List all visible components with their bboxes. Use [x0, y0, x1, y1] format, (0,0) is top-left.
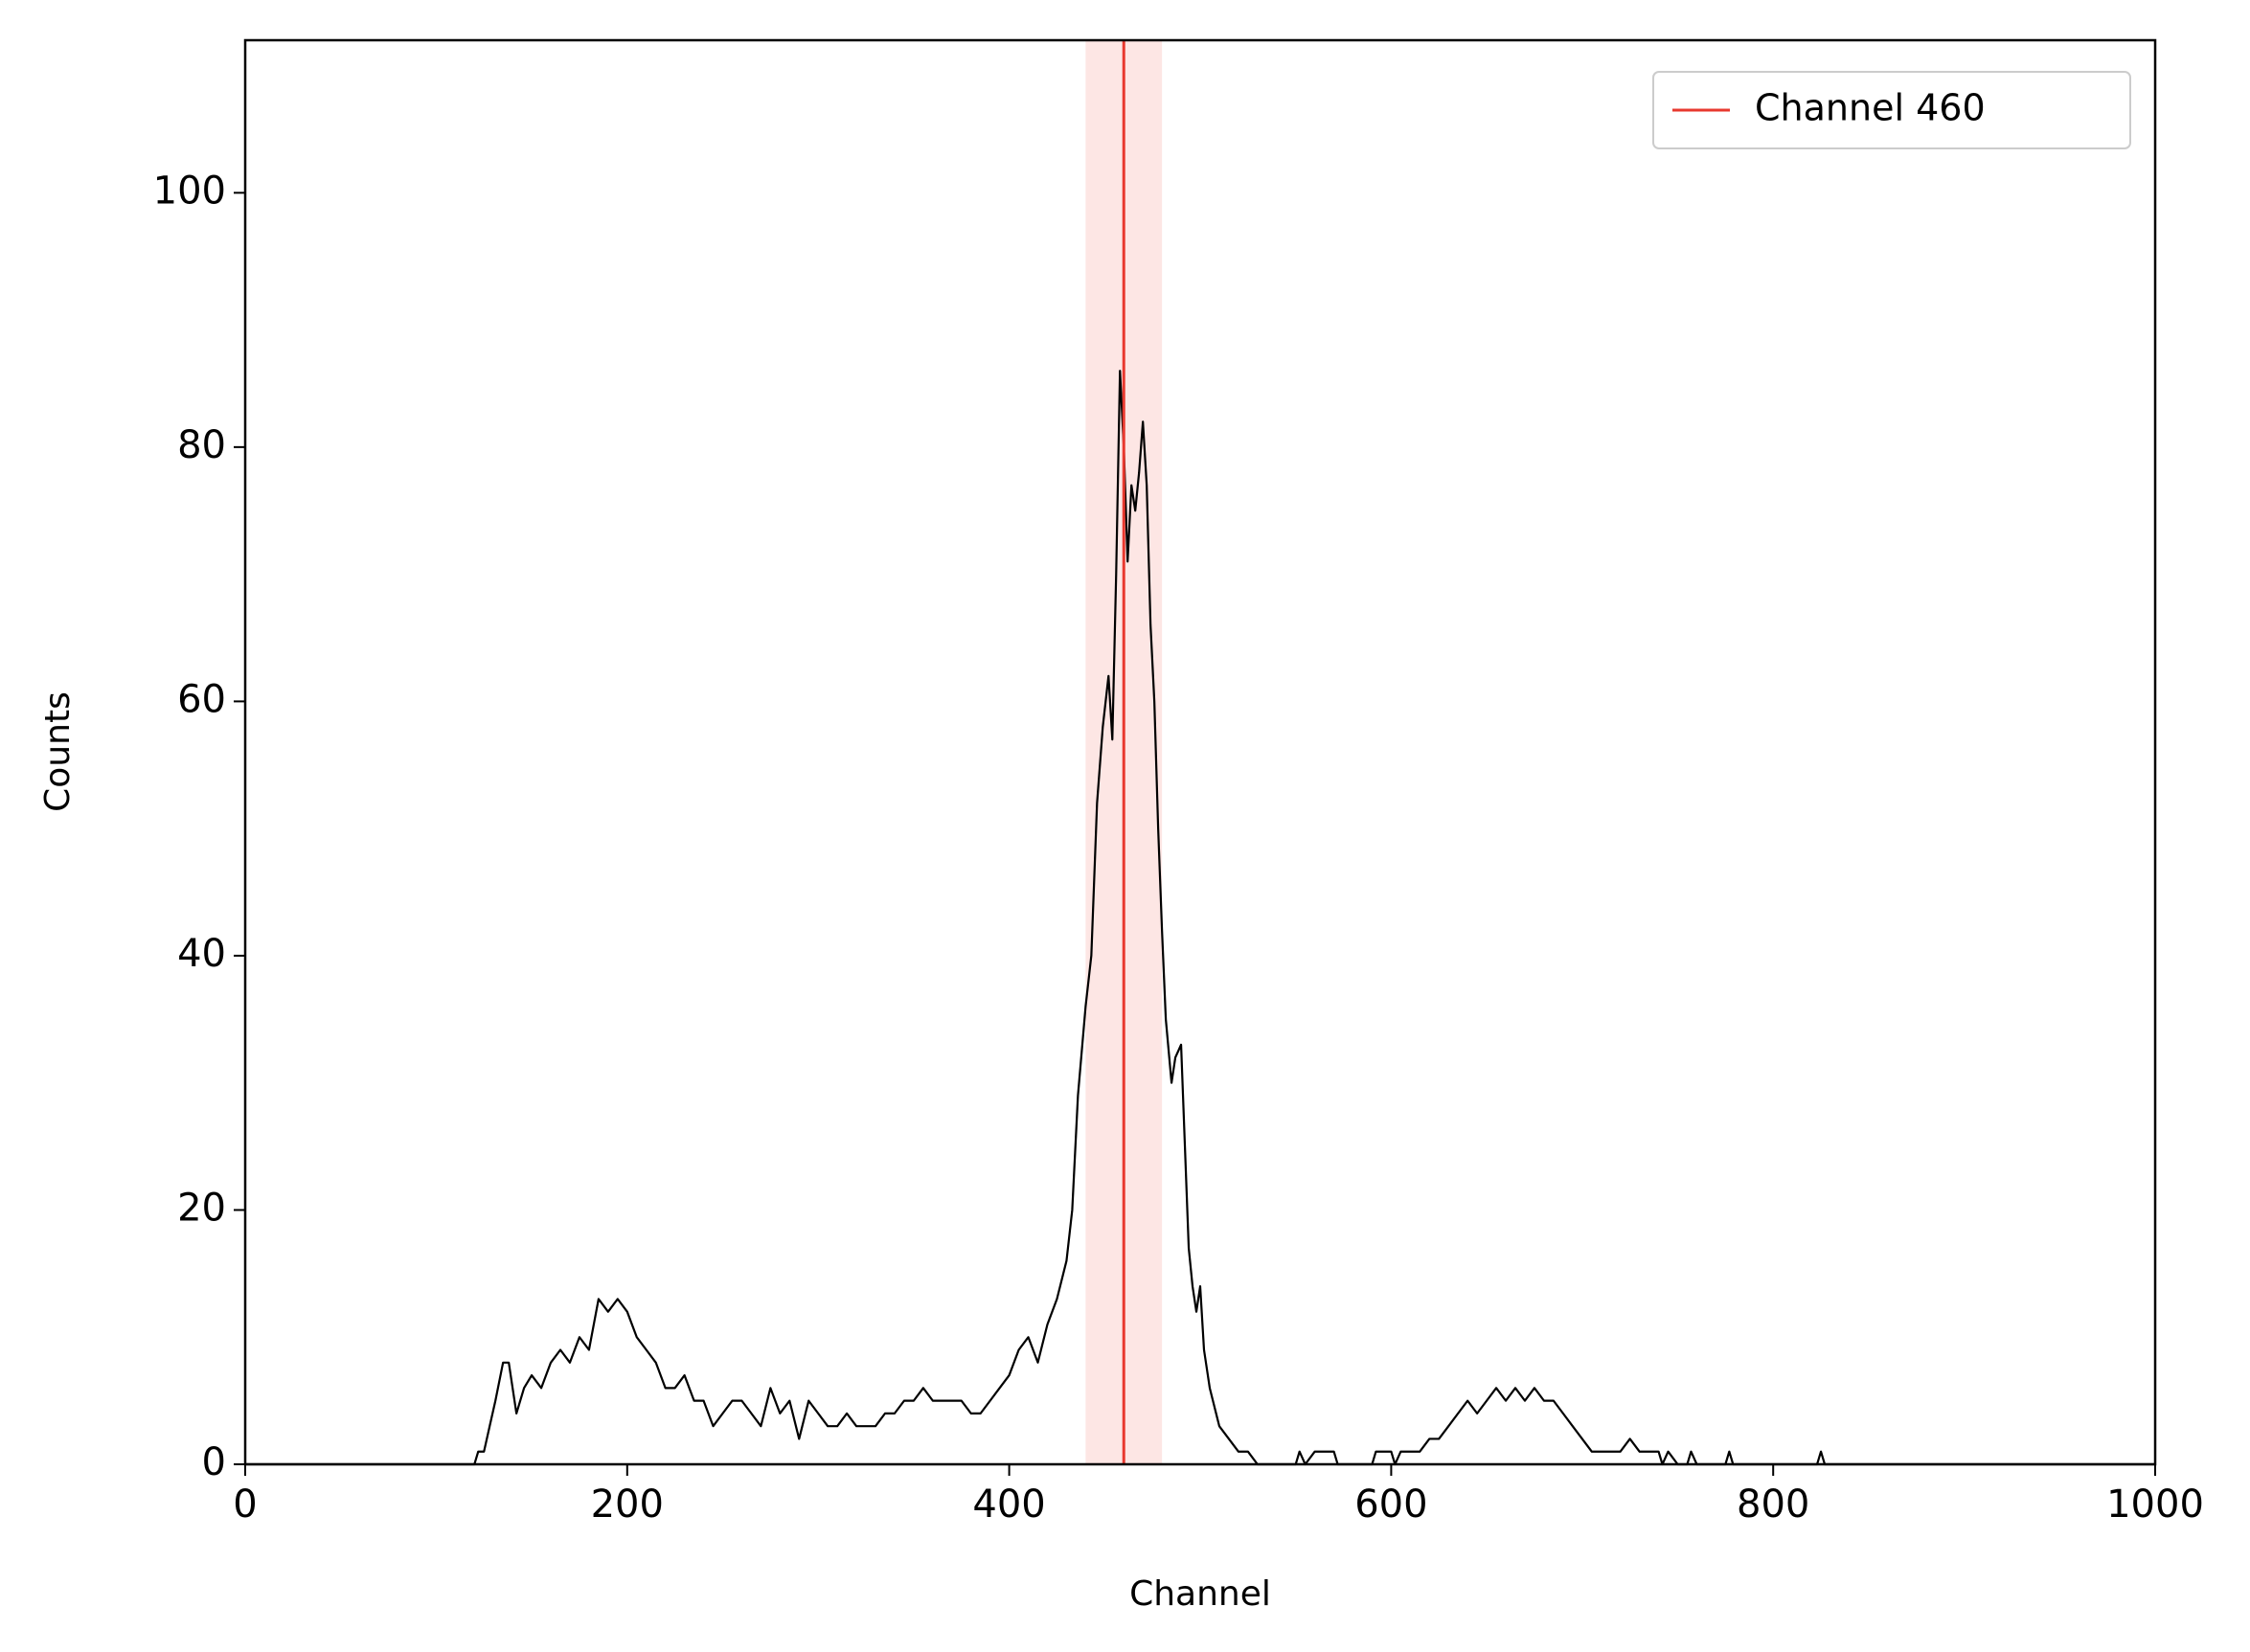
x-tick-label: 400: [972, 1482, 1045, 1527]
y-tick-label: 100: [153, 169, 226, 213]
spectrum-line: [245, 370, 2155, 1466]
legend-box: [1652, 71, 2131, 149]
y-tick-label: 60: [177, 677, 226, 721]
y-tick-label: 20: [177, 1186, 226, 1230]
legend-label: Channel 460: [1755, 87, 1986, 129]
y-tick-label: 0: [202, 1440, 226, 1484]
y-tick-label: 40: [177, 932, 226, 976]
y-tick-label: 80: [177, 423, 226, 467]
x-tick-label: 0: [233, 1482, 257, 1527]
x-tick-label: 200: [591, 1482, 664, 1527]
x-tick-label: 1000: [2106, 1482, 2204, 1527]
plot-frame: [243, 38, 2157, 1466]
x-tick-label: 800: [1737, 1482, 1809, 1527]
x-tick-label: 600: [1354, 1482, 1427, 1527]
x-axis-label: Channel: [1129, 1574, 1271, 1614]
y-axis-label: Counts: [38, 691, 78, 812]
